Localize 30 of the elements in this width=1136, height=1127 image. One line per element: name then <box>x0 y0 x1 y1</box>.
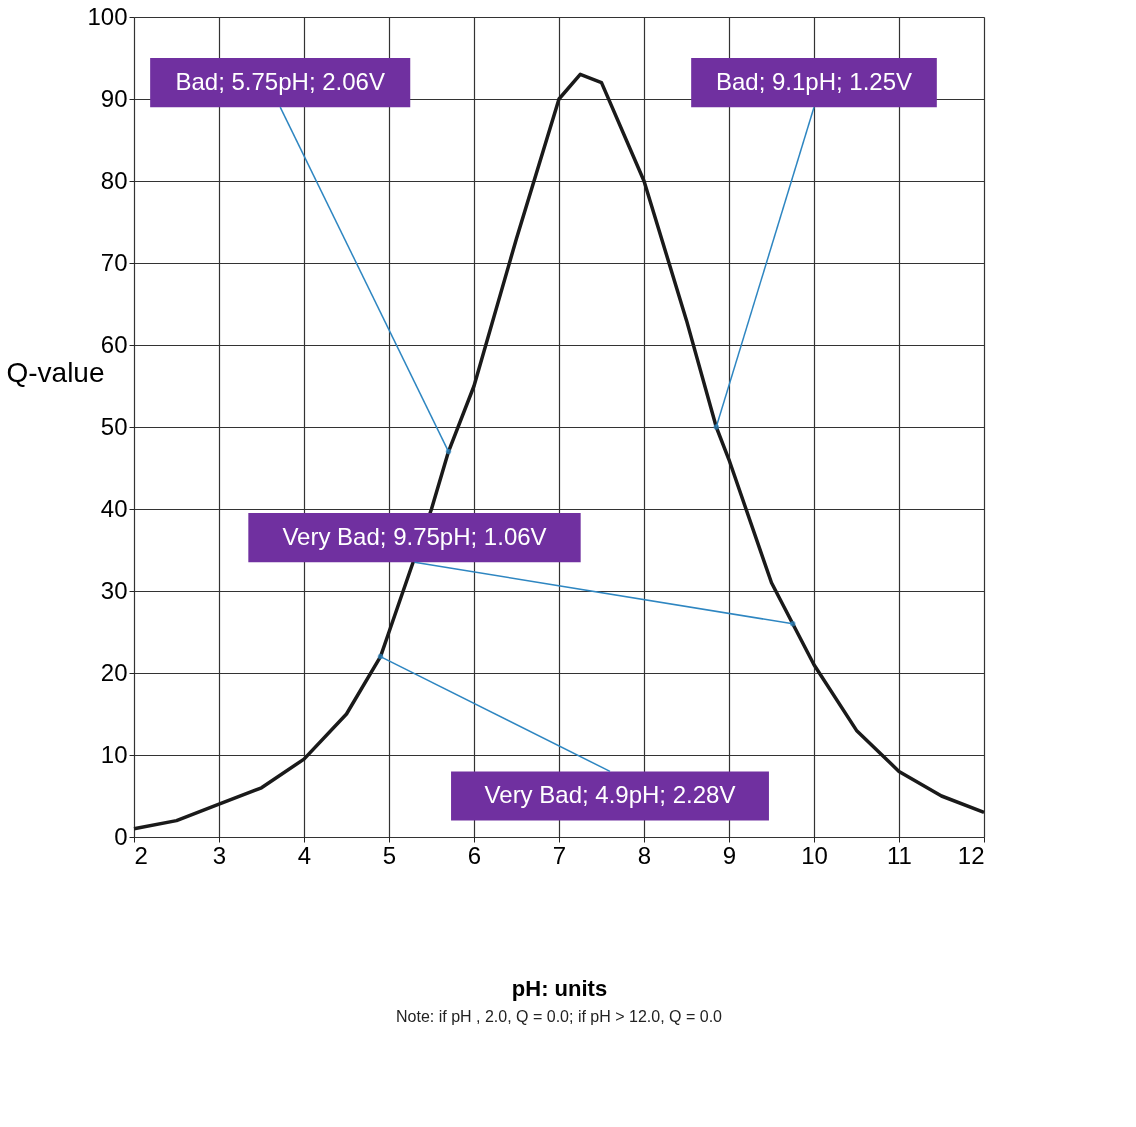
y-tick-label: 60 <box>100 330 128 358</box>
y-tick-label: 0 <box>114 822 128 850</box>
y-tick-label: 100 <box>87 2 128 30</box>
line-series <box>132 72 986 831</box>
x-tick-label: 7 <box>552 841 567 869</box>
x-tick-label: 5 <box>382 841 397 869</box>
annotation: Very Bad; 9.75pH; 1.06V <box>282 522 547 550</box>
x-tick-label: 9 <box>722 841 737 869</box>
y-tick-label: 20 <box>100 658 128 686</box>
annotation: Bad; 9.1pH; 1.25V <box>715 67 913 95</box>
x-tick-label: 2 <box>134 841 148 869</box>
y-tick-label: 80 <box>100 166 128 194</box>
y-tick-label: 90 <box>100 84 128 112</box>
y-tick-label: 30 <box>100 576 128 604</box>
text: Note: if pH , 2.0, Q = 0.0; if pH > 12.0, Q = 0.0 <box>396 1008 723 1025</box>
x-tick-label: 11 <box>887 841 912 869</box>
x-tick-label: 4 <box>297 841 312 869</box>
y-tick-label: 10 <box>100 740 128 768</box>
y-tick-label: 40 <box>100 494 128 522</box>
x-tick-label: 8 <box>637 841 652 869</box>
annotation: Bad; 5.75pH; 2.06V <box>175 67 385 95</box>
y-tick-label: 70 <box>100 248 128 276</box>
x-tick-label: 3 <box>212 841 227 869</box>
x-tick-label: 6 <box>467 841 482 869</box>
x-tick-label: 12 <box>957 841 985 869</box>
y-axis-title: Q-value <box>6 356 105 388</box>
x-tick-label: 10 <box>801 841 828 869</box>
annotation: Very Bad; 4.9pH; 2.28V <box>484 781 736 808</box>
y-tick-label: 50 <box>100 412 128 440</box>
x-axis-title: pH: units <box>511 975 608 1001</box>
